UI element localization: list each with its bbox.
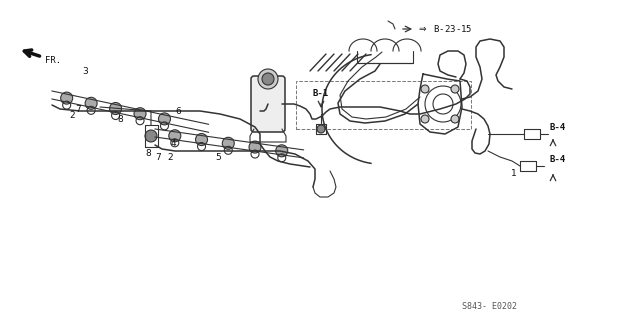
Circle shape — [249, 141, 261, 153]
Circle shape — [421, 115, 429, 123]
Text: 6: 6 — [175, 107, 181, 115]
Text: 2: 2 — [167, 152, 173, 161]
Text: FR.: FR. — [24, 50, 61, 65]
Text: 1: 1 — [511, 168, 517, 177]
Text: $\Rightarrow$ B-23-15: $\Rightarrow$ B-23-15 — [417, 24, 472, 34]
Text: 4: 4 — [170, 139, 176, 149]
Text: 7: 7 — [155, 152, 161, 161]
Text: 8: 8 — [145, 149, 151, 158]
Text: B-4: B-4 — [550, 122, 566, 131]
Bar — [296, 81, 471, 129]
Circle shape — [134, 108, 146, 120]
Text: 5: 5 — [215, 152, 221, 161]
Circle shape — [222, 137, 234, 149]
Text: B-1: B-1 — [313, 89, 329, 98]
Circle shape — [258, 69, 278, 89]
Circle shape — [85, 97, 97, 109]
Text: B-4: B-4 — [550, 154, 566, 164]
Text: 8: 8 — [117, 115, 123, 123]
Circle shape — [262, 73, 274, 85]
Circle shape — [109, 102, 122, 115]
Text: 7: 7 — [75, 105, 81, 114]
Circle shape — [421, 85, 429, 93]
FancyBboxPatch shape — [251, 76, 285, 132]
Circle shape — [145, 130, 157, 142]
Circle shape — [317, 125, 325, 133]
Text: S843- E0202: S843- E0202 — [463, 302, 518, 311]
Text: 3: 3 — [82, 66, 88, 76]
Circle shape — [451, 115, 459, 123]
Circle shape — [451, 85, 459, 93]
Circle shape — [169, 130, 181, 142]
Circle shape — [196, 134, 207, 145]
Circle shape — [159, 113, 170, 125]
Text: 2: 2 — [69, 110, 75, 120]
Circle shape — [61, 92, 73, 104]
Circle shape — [276, 145, 288, 157]
